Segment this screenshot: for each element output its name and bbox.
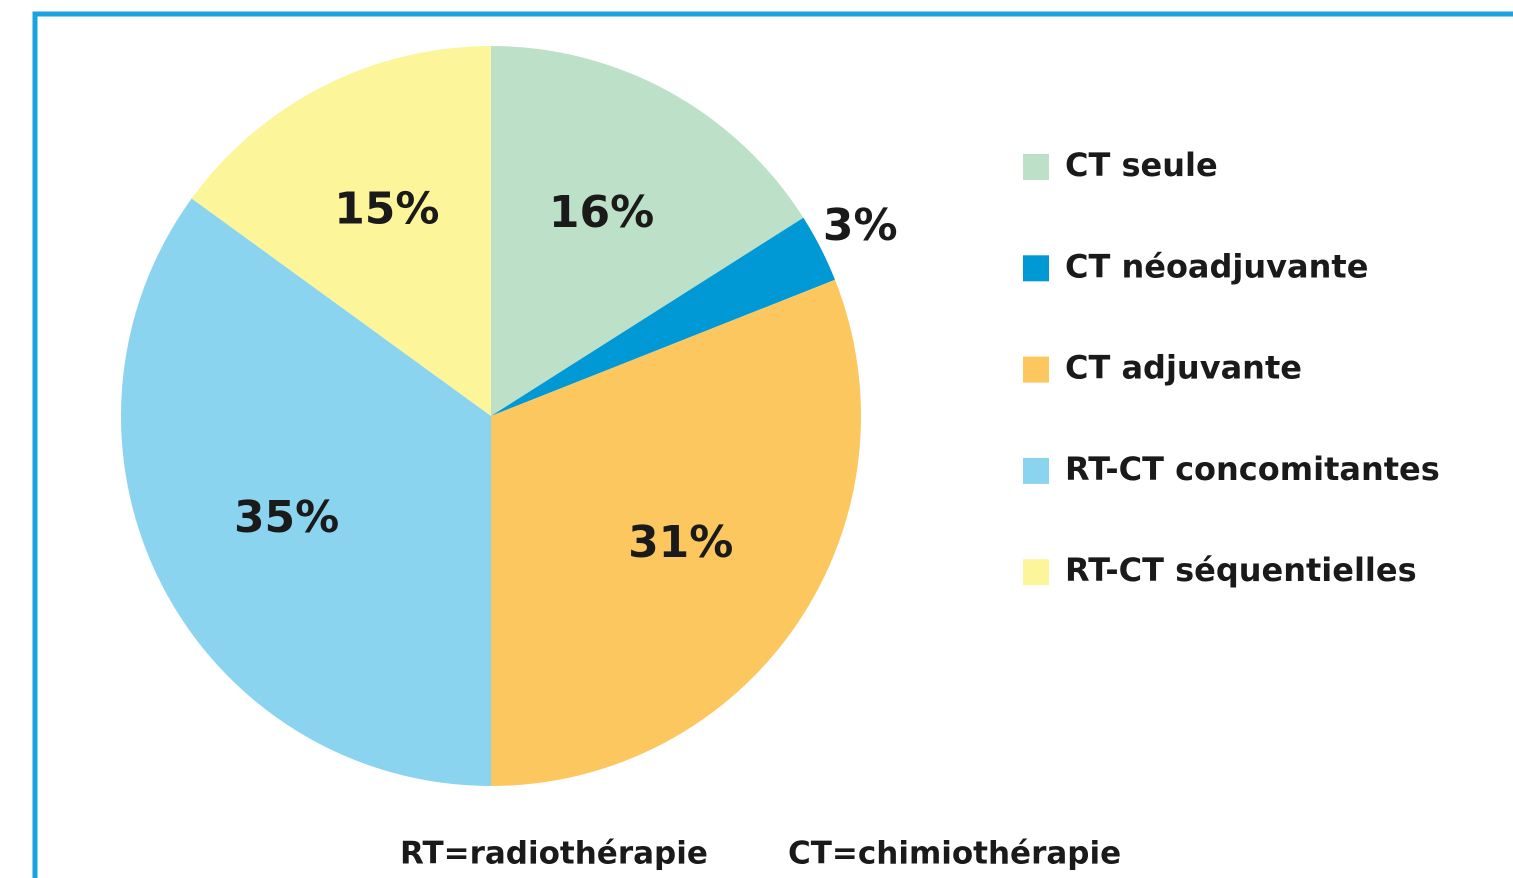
note: CT=chimiothérapie: [788, 836, 1121, 872]
note: RT=radiothérapie: [400, 836, 708, 872]
legend-label: RT-CT séquentielles: [1065, 551, 1417, 589]
data-label: 16%: [549, 187, 654, 238]
legend-swatch: [1023, 255, 1049, 282]
legend-label: CT seule: [1065, 146, 1218, 184]
data-label: 15%: [334, 184, 439, 235]
legend-swatch: [1023, 457, 1049, 484]
legend-swatch: [1023, 559, 1049, 586]
legend-label: CT néoadjuvante: [1065, 247, 1368, 285]
legend-label: CT adjuvante: [1065, 349, 1302, 387]
pie-slice: [120, 198, 491, 786]
frame: [32, 11, 1513, 878]
data-label: 35%: [234, 492, 339, 543]
legend-swatch: [1023, 356, 1049, 383]
legend-label: RT-CT concomitantes: [1065, 450, 1440, 488]
pie-slice: [491, 279, 861, 786]
data-label: 3%: [823, 200, 898, 251]
pie-slice: [491, 46, 804, 416]
pie-slice: [191, 46, 492, 416]
data-label: 31%: [628, 517, 733, 568]
legend-swatch: [1023, 154, 1049, 180]
pie-slice: [491, 217, 836, 416]
